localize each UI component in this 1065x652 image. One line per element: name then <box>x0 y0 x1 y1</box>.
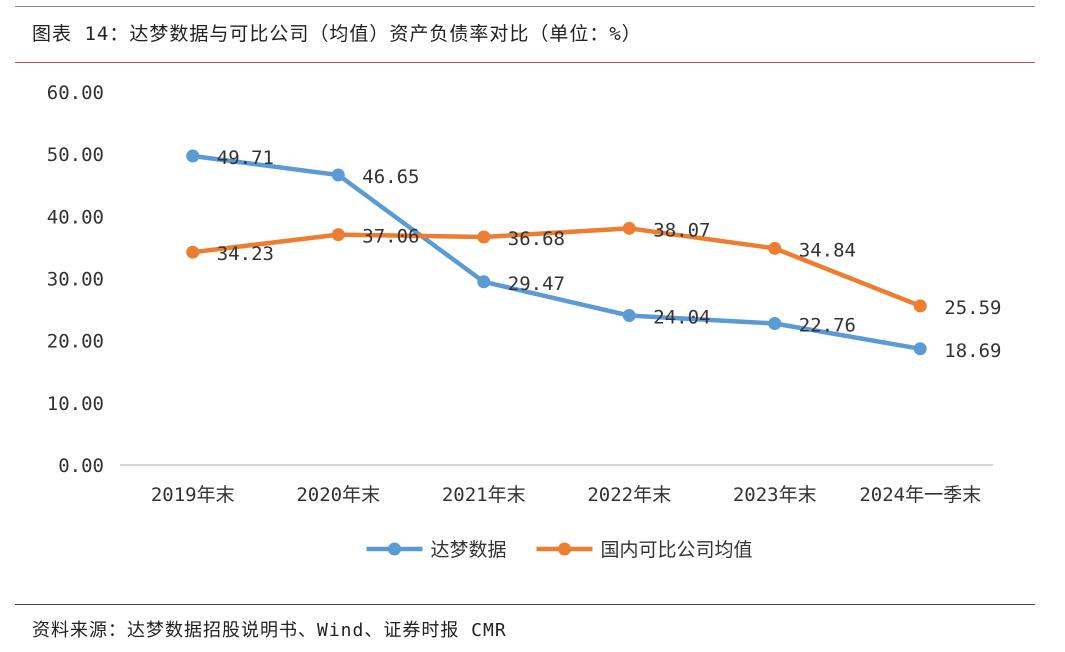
data-label: 22.76 <box>799 315 856 337</box>
x-tick-label: 2020年末 <box>296 484 380 506</box>
data-point <box>622 309 636 323</box>
y-tick-label: 30.00 <box>47 269 104 291</box>
y-tick-label: 40.00 <box>47 206 104 228</box>
x-tick-label: 2021年末 <box>442 484 526 506</box>
data-label: 18.69 <box>944 340 1001 362</box>
data-label: 46.65 <box>362 166 419 188</box>
header-top-rule <box>15 6 1035 7</box>
data-label: 25.59 <box>944 297 1001 319</box>
data-label: 38.07 <box>653 219 710 241</box>
data-label: 37.06 <box>362 226 419 248</box>
data-label: 49.71 <box>217 147 274 169</box>
data-point <box>186 245 200 259</box>
data-point <box>477 230 491 244</box>
legend-item: 达梦数据 <box>366 539 507 561</box>
data-point <box>913 299 927 313</box>
y-tick-label: 10.00 <box>47 393 104 415</box>
x-axis-ticks: 2019年末 2020年末 2021年末 2022年末 2023年末 2024年一季末 <box>151 484 981 506</box>
header-bottom-rule <box>15 62 1035 63</box>
legend-swatch-marker <box>558 542 571 556</box>
series-line <box>190 153 923 352</box>
data-label: 29.47 <box>508 273 565 295</box>
source-note: 资料来源：达梦数据招股说明书、Wind、证券时报 CMR <box>32 620 507 641</box>
data-point <box>331 228 345 242</box>
data-label: 34.23 <box>217 243 274 265</box>
series-1: 49.71 46.65 29.47 24.04 22.76 18.69 <box>186 147 1001 362</box>
legend-label: 国内可比公司均值 <box>601 539 753 561</box>
legend-item: 国内可比公司均值 <box>536 539 753 561</box>
x-tick-label: 2022年末 <box>587 484 671 506</box>
data-point <box>768 241 782 255</box>
data-label: 36.68 <box>508 228 565 250</box>
y-tick-label: 0.00 <box>58 455 104 477</box>
y-tick-label: 60.00 <box>47 82 104 104</box>
legend-swatch-marker <box>388 542 401 556</box>
y-tick-label: 50.00 <box>47 144 104 166</box>
data-point <box>768 317 782 331</box>
x-tick-label: 2019年末 <box>151 484 235 506</box>
y-axis-ticks: 0.00 10.00 20.00 30.00 40.00 50.00 60.00 <box>47 82 104 477</box>
data-point <box>186 149 200 163</box>
footer-rule <box>15 604 1035 605</box>
data-label: 34.84 <box>799 239 856 261</box>
data-point <box>622 221 636 235</box>
series-2: 34.23 37.06 36.68 38.07 34.84 25.59 <box>186 219 1001 319</box>
data-point <box>331 168 345 182</box>
figure-title: 图表 14：达梦数据与可比公司（均值）资产负债率对比（单位：%） <box>32 23 642 45</box>
y-tick-label: 20.00 <box>47 331 104 353</box>
data-point <box>477 275 491 289</box>
data-label: 24.04 <box>653 307 710 329</box>
data-point <box>913 342 927 356</box>
legend-label: 达梦数据 <box>431 539 507 561</box>
series-line <box>190 226 923 309</box>
series-layer: 49.71 46.65 29.47 24.04 22.76 18.69 34.23 37.06… <box>186 147 1001 362</box>
line-chart: 0.00 10.00 20.00 30.00 40.00 50.00 60.00 2019年… <box>47 82 1002 561</box>
x-tick-label: 2024年一季末 <box>859 484 981 506</box>
chart-legend: 达梦数据 国内可比公司均值 <box>366 539 753 561</box>
x-tick-label: 2023年末 <box>733 484 817 506</box>
